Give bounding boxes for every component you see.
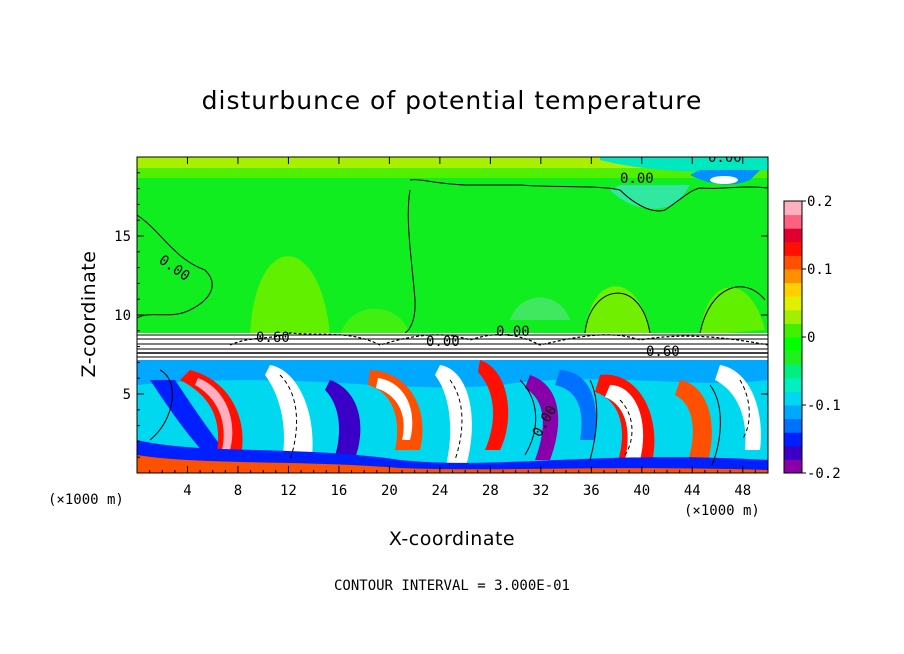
y-tick-label: 10 (114, 308, 131, 324)
y-tick-label: 15 (114, 229, 131, 245)
colorbar-swatch (784, 405, 802, 420)
contour-label: 0.00 (620, 171, 654, 187)
colorbar-tick-label: -0.2 (807, 466, 841, 482)
colorbar-swatch (784, 337, 802, 352)
colorbar-swatch (784, 377, 802, 392)
y-tick-label: 5 (123, 387, 131, 403)
x-tick-label: 8 (234, 483, 242, 499)
field-image: 0.00 0.00 0.00 0.60 0.00 0.00 0.00 0.60 (137, 150, 768, 473)
x-tick-label: 28 (482, 483, 499, 499)
colorbar-swatch (784, 228, 802, 243)
y-axis-ticks: 5 10 15 (114, 172, 768, 458)
colorbar-swatch (784, 418, 802, 433)
contour-label: 0.60 (256, 330, 290, 346)
x-tick-label: 44 (684, 483, 701, 499)
x-axis-label: X-coordinate (388, 528, 516, 550)
colorbar-swatch (784, 241, 802, 256)
colorbar-swatch (784, 282, 802, 297)
contour-interval-caption: CONTOUR INTERVAL = 3.000E-01 (333, 578, 570, 594)
chart-title: disturbunce of potential temperature (201, 86, 703, 115)
colorbar-swatch (784, 323, 802, 338)
colorbar-swatch (784, 350, 802, 365)
colorbar-swatch (784, 255, 802, 270)
x-tick-label: 4 (183, 483, 191, 499)
x-unit-label-right: (×1000 m) (684, 503, 760, 519)
colorbar-tick-label: -0.1 (807, 398, 841, 414)
colorbar-swatch (784, 391, 802, 406)
colorbar-swatch (784, 432, 802, 447)
colorbar-tick-label: 0 (807, 330, 815, 346)
x-tick-label: 12 (280, 483, 297, 499)
contour-label: 0.60 (646, 344, 680, 360)
colorbar-swatch (784, 296, 802, 311)
colorbar-swatch (784, 269, 802, 284)
contour-label: 0.00 (426, 334, 460, 350)
colorbar-tick-label: 0.1 (807, 262, 832, 278)
colorbar-tick-label: 0.2 (807, 194, 832, 210)
colorbar: 0.2 0.1 0 -0.1 -0.2 (783, 194, 841, 482)
x-tick-label: 40 (633, 483, 650, 499)
x-tick-label: 24 (431, 483, 448, 499)
contour-label: 0.00 (496, 324, 530, 340)
x-unit-label-left: (×1000 m) (48, 492, 124, 508)
colorbar-swatch (784, 214, 802, 229)
colorbar-swatch (784, 364, 802, 379)
x-tick-label: 48 (734, 483, 751, 499)
colorbar-swatch (784, 309, 802, 324)
colorbar-swatch (784, 445, 802, 460)
x-axis-ticks: 4 8 12 16 20 24 28 32 36 40 44 48 (149, 157, 756, 499)
contour-label: 0.00 (708, 150, 742, 166)
x-tick-label: 36 (583, 483, 600, 499)
x-tick-label: 20 (381, 483, 398, 499)
colorbar-swatch (784, 201, 802, 216)
x-tick-label: 16 (330, 483, 347, 499)
x-tick-label: 32 (532, 483, 549, 499)
colorbar-swatch (784, 459, 802, 474)
